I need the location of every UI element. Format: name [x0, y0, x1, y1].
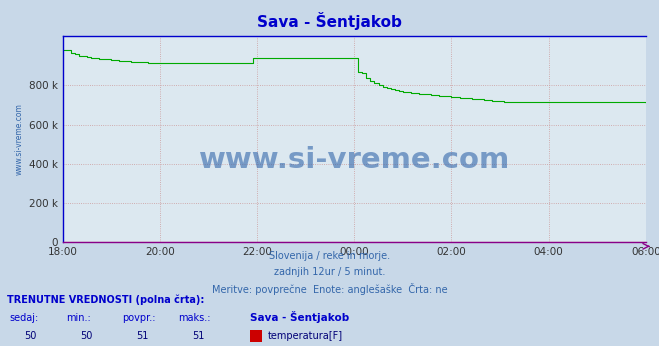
Text: TRENUTNE VREDNOSTI (polna črta):: TRENUTNE VREDNOSTI (polna črta):: [7, 294, 204, 305]
Text: Sava - Šentjakob: Sava - Šentjakob: [257, 12, 402, 30]
Text: maks.:: maks.:: [178, 313, 210, 323]
Text: min.:: min.:: [66, 313, 91, 323]
Text: temperatura[F]: temperatura[F]: [268, 331, 343, 341]
Text: 50: 50: [24, 331, 36, 341]
Text: sedaj:: sedaj:: [10, 313, 39, 323]
Text: 51: 51: [136, 331, 148, 341]
Text: 51: 51: [192, 331, 204, 341]
Text: Sava - Šentjakob: Sava - Šentjakob: [250, 311, 350, 323]
Text: Slovenija / reke in morje.: Slovenija / reke in morje.: [269, 251, 390, 261]
Text: zadnjih 12ur / 5 minut.: zadnjih 12ur / 5 minut.: [273, 267, 386, 277]
Text: 50: 50: [80, 331, 92, 341]
Text: www.si-vreme.com: www.si-vreme.com: [14, 103, 23, 175]
Text: Meritve: povprečne  Enote: anglešaške  Črta: ne: Meritve: povprečne Enote: anglešaške Črt…: [212, 283, 447, 295]
Text: www.si-vreme.com: www.si-vreme.com: [198, 146, 510, 174]
Text: povpr.:: povpr.:: [122, 313, 156, 323]
